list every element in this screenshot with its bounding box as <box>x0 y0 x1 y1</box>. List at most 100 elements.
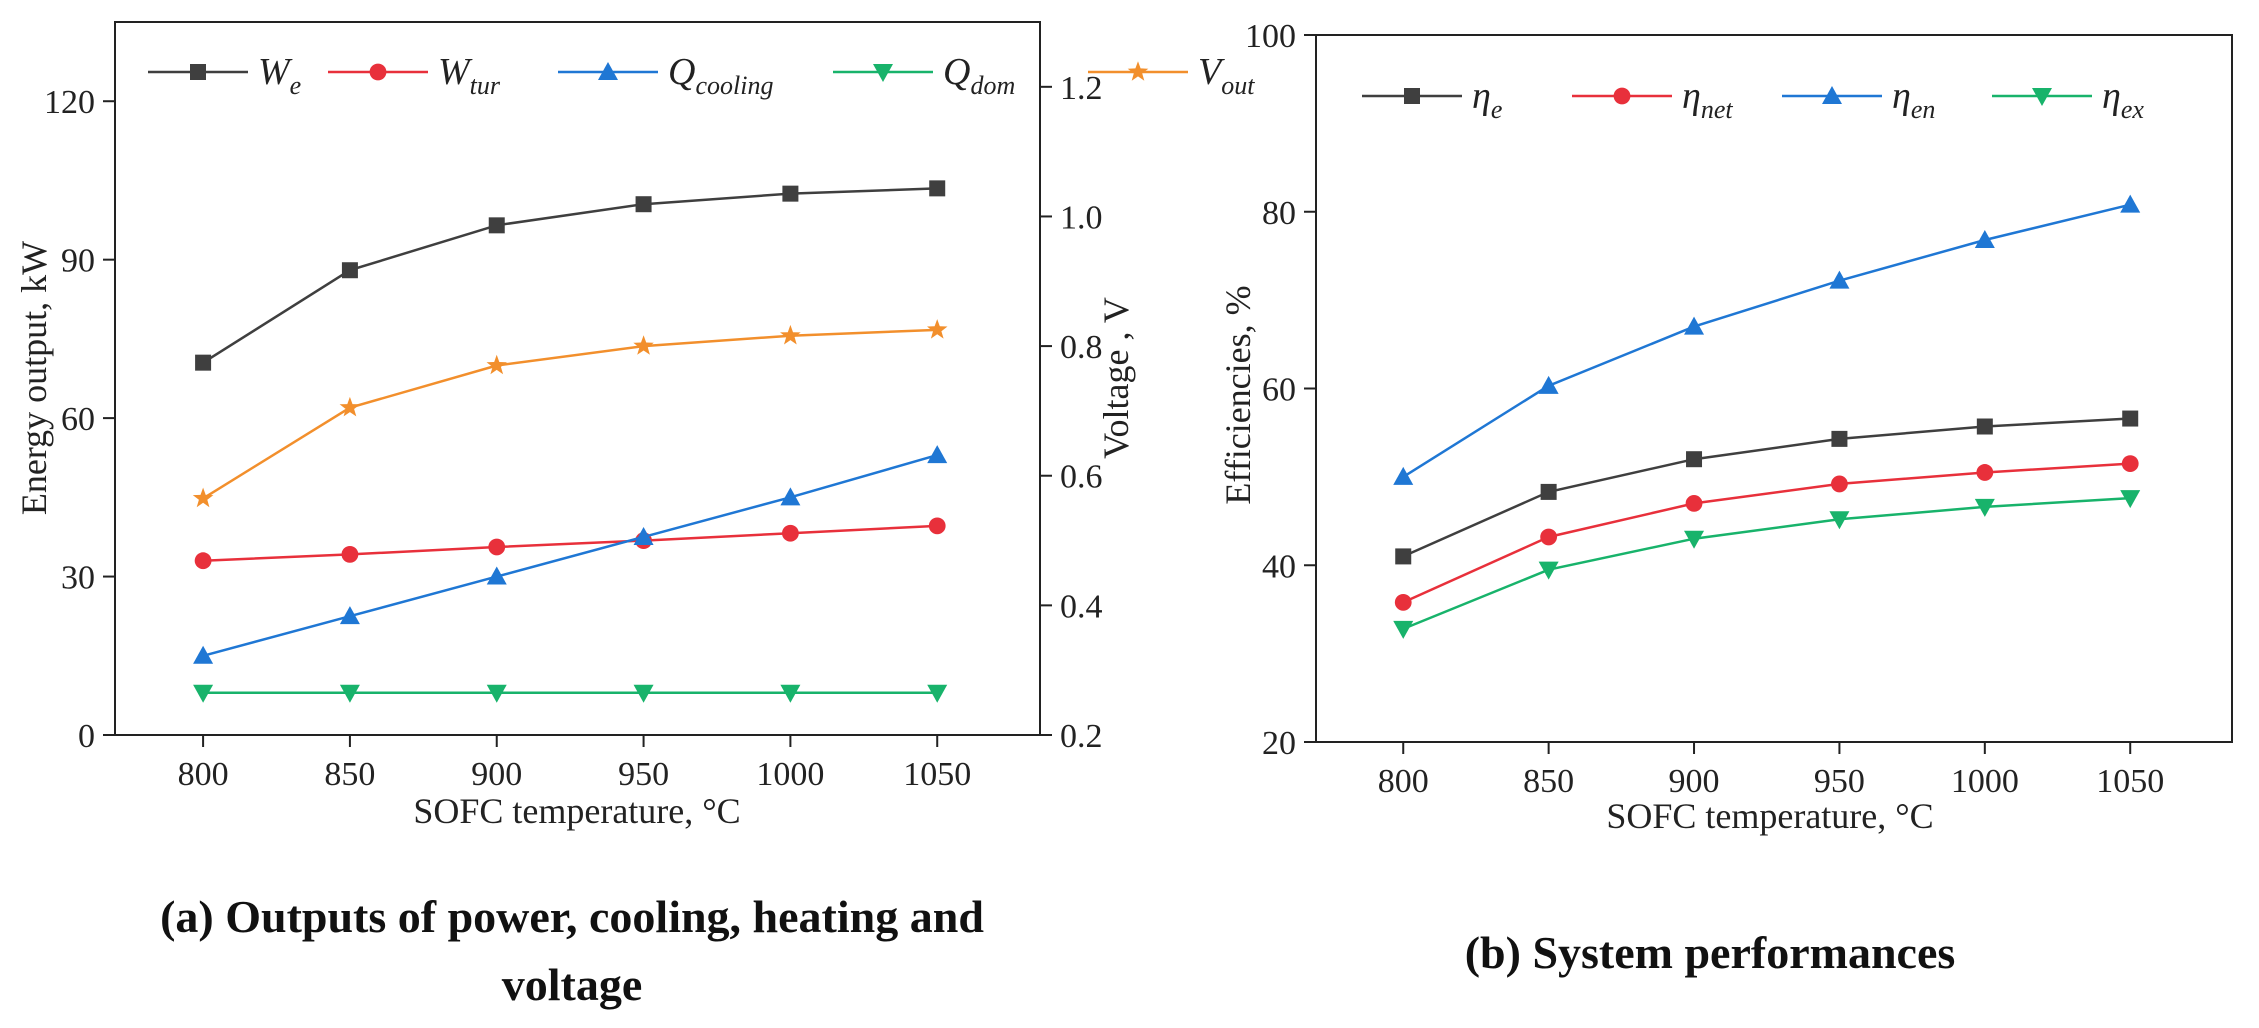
y-tick-label: 60 <box>61 401 95 438</box>
legend-swatch-marker <box>1404 88 1420 104</box>
series-line-q-cooling <box>202 453 938 658</box>
y-tick-label: 20 <box>1262 725 1296 762</box>
data-point-v-out <box>486 354 507 375</box>
data-point--en <box>1829 270 1850 289</box>
data-point--ex <box>1538 561 1559 580</box>
data-point--e <box>1540 483 1557 500</box>
data-point-q-cooling <box>927 445 948 464</box>
data-point-w-tur <box>341 545 359 563</box>
legend-label: Vout <box>1198 51 1255 100</box>
data-point-q-cooling <box>339 606 360 625</box>
legend-swatch-marker <box>1613 87 1631 105</box>
chart-b-series-layer <box>1393 194 2141 639</box>
y-tick-label: 0 <box>78 718 95 755</box>
data-point--e <box>1395 548 1412 565</box>
series-v-out <box>192 319 948 508</box>
data-point--en <box>1538 375 1559 394</box>
legend-entry-v-out: Vout <box>1088 51 1255 100</box>
legend-label: Qcooling <box>668 51 773 100</box>
data-point-w-tur <box>194 552 212 570</box>
data-point-w-tur <box>928 517 946 535</box>
x-tick-label: 850 <box>1523 763 1574 800</box>
x-tick-label: 950 <box>1814 763 1865 800</box>
legend-label: ηen <box>1892 75 1935 124</box>
data-point-q-cooling <box>193 645 214 664</box>
y-right-tick-label: 0.4 <box>1060 588 1103 625</box>
data-point-w-e <box>488 217 505 234</box>
series-line--net <box>1402 462 2131 604</box>
data-point--net <box>1976 464 1994 481</box>
legend-swatch-marker <box>190 64 206 80</box>
data-point--en <box>2120 194 2141 213</box>
y-tick-label: 40 <box>1262 548 1296 585</box>
data-point--en <box>1974 230 1995 249</box>
series-q-dom <box>193 684 948 703</box>
data-point-w-e <box>195 354 212 371</box>
data-point--ex <box>1684 530 1705 549</box>
series-line-w-tur <box>203 524 938 562</box>
y-right-tick-label: 0.6 <box>1060 459 1103 496</box>
data-point--net <box>1685 494 1703 512</box>
chart-a-legend: We Wtur Qcooling Qdom Vout <box>148 51 1255 100</box>
data-point--e <box>1686 451 1703 468</box>
x-tick-label: 1050 <box>903 756 971 793</box>
data-point--en <box>1684 316 1705 335</box>
legend-label: ηnet <box>1682 75 1733 124</box>
data-point-q-dom <box>339 684 360 703</box>
legend-swatch-marker <box>873 64 893 82</box>
legend-swatch-marker <box>2032 88 2052 106</box>
y-tick-label: 30 <box>61 560 95 597</box>
data-point--net <box>1540 528 1558 546</box>
x-tick-label: 950 <box>618 756 669 793</box>
data-point-q-cooling <box>780 487 801 506</box>
series--e <box>1395 410 2139 565</box>
series--en <box>1393 194 2141 485</box>
legend-swatch-marker <box>369 63 387 81</box>
data-point-v-out <box>780 324 801 345</box>
data-point--net <box>2121 455 2139 473</box>
data-point-w-e <box>929 180 946 197</box>
plot-frame-b <box>1315 34 2233 743</box>
data-point-w-tur <box>488 538 506 556</box>
legend-entry--e: ηe <box>1362 75 1502 124</box>
y-tick-label: 90 <box>61 243 95 280</box>
chart-b-x-axis-title: SOFC temperature, °C <box>1606 796 1933 836</box>
data-point-q-dom <box>780 684 801 703</box>
chart-b-y-axis-title: Efficiencies, % <box>1218 285 1258 504</box>
data-point-w-e <box>782 185 799 202</box>
legend-swatch-marker <box>598 62 618 80</box>
data-point--ex <box>1393 620 1414 639</box>
chart-a-outputs: 800 850 900 950 1000 1050 0 30 60 90 120 0.2 0.4 0.6 0… <box>14 21 1255 1010</box>
data-point-q-dom <box>193 684 214 703</box>
legend-label: We <box>258 51 301 100</box>
legend-entry--net: ηnet <box>1572 75 1733 124</box>
legend-swatch-marker <box>1822 86 1842 104</box>
y-tick-label: 80 <box>1262 195 1296 232</box>
legend-label: ηex <box>2102 75 2144 124</box>
x-tick-label: 900 <box>1669 763 1720 800</box>
legend-swatch-marker <box>1127 61 1149 81</box>
chart-b-caption: (b) System performances <box>1465 927 1956 978</box>
data-point--e <box>2122 410 2139 427</box>
series-q-cooling <box>193 445 948 664</box>
data-point-w-e <box>341 262 358 279</box>
x-tick-label: 800 <box>1378 763 1429 800</box>
series-w-e <box>195 180 946 371</box>
data-point-v-out <box>192 487 214 508</box>
data-point--e <box>1976 418 1993 435</box>
y-right-tick-label: 0.8 <box>1060 329 1103 366</box>
chart-a-caption-line-1: (a) Outputs of power, cooling, heating a… <box>160 891 984 942</box>
legend-label: Wtur <box>438 51 501 100</box>
data-point-w-e <box>635 196 652 213</box>
data-point-q-dom <box>486 684 507 703</box>
y-right-tick-label: 1.2 <box>1060 70 1103 107</box>
chart-a-ticks-layer: 800 850 900 950 1000 1050 0 30 60 90 120 0.2 0.4 0.6 0… <box>44 70 1103 793</box>
data-point-w-tur <box>781 524 799 542</box>
data-point--e <box>1831 430 1848 447</box>
data-point--ex <box>2120 490 2141 509</box>
series-line-w-e <box>202 187 938 364</box>
y-tick-label: 120 <box>44 84 95 121</box>
plot-frame-a <box>114 21 1041 736</box>
